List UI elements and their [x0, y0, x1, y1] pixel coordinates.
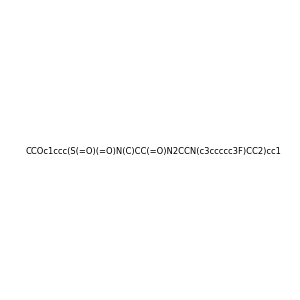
Text: CCOc1ccc(S(=O)(=O)N(C)CC(=O)N2CCN(c3ccccc3F)CC2)cc1: CCOc1ccc(S(=O)(=O)N(C)CC(=O)N2CCN(c3cccc…: [26, 147, 282, 156]
